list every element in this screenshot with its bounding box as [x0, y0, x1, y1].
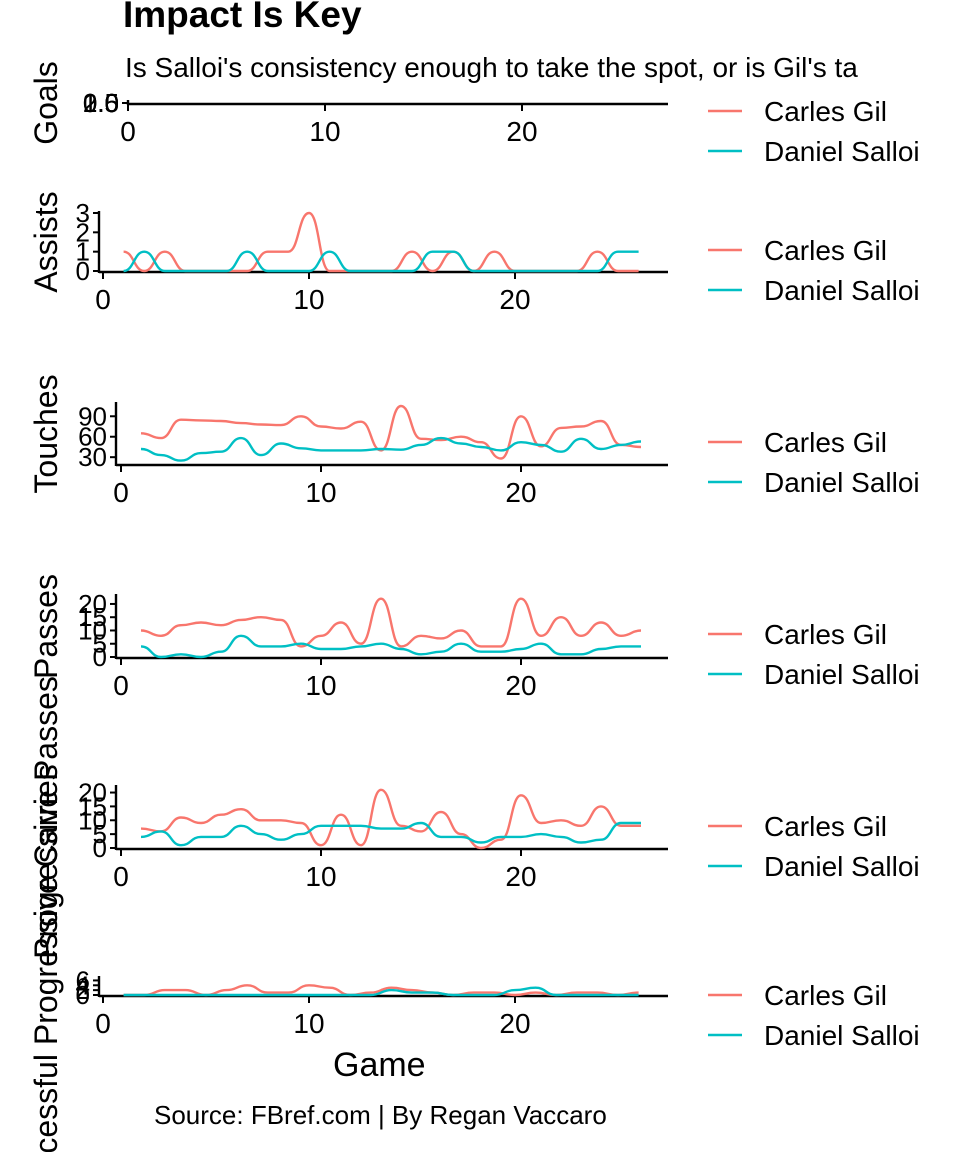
- x-tick-label: 10: [305, 477, 336, 508]
- series-line-daniel-salloi: [140, 821, 641, 847]
- x-tick-label: 0: [120, 116, 136, 147]
- series-line-carles-gil: [140, 404, 642, 460]
- chart-title: Impact Is Key: [123, 0, 362, 35]
- series-line-daniel-salloi: [140, 634, 641, 659]
- x-tick-label: 0: [113, 670, 129, 701]
- x-tick-label: 20: [506, 116, 537, 147]
- x-tick-label: 0: [113, 477, 129, 508]
- y-axis-label: Progressive Passes: [28, 676, 64, 959]
- y-tick-label: 15: [78, 602, 107, 632]
- legend-label: Carles Gil: [764, 811, 887, 842]
- chart-subtitle: Is Salloi's consistency enough to take t…: [125, 52, 858, 83]
- y-tick-label: 15: [78, 791, 107, 821]
- series-line-carles-gil: [140, 597, 642, 648]
- y-tick-label: 20: [78, 589, 107, 619]
- x-tick-label: 20: [499, 284, 530, 315]
- legend-label: Carles Gil: [764, 619, 887, 650]
- y-tick-label: 2: [76, 975, 90, 1005]
- y-tick-label: 10: [78, 615, 107, 645]
- x-tick-label: 20: [505, 670, 536, 701]
- chart-caption: Source: FBref.com | By Regan Vaccaro: [154, 1100, 607, 1130]
- series-line-carles-gil: [140, 788, 642, 850]
- y-tick-label: 5: [93, 629, 107, 659]
- legend-label: Daniel Salloi: [764, 275, 920, 306]
- y-tick-label: 1.5: [83, 88, 119, 118]
- x-tick-label: 10: [293, 1008, 324, 1039]
- x-tick-label: 10: [293, 284, 324, 315]
- y-tick-label: 5: [93, 819, 107, 849]
- y-axis-label: Goals: [28, 61, 64, 145]
- x-tick-label: 10: [305, 670, 336, 701]
- y-axis-label: Successful Progressive Carries: [28, 764, 64, 1152]
- x-tick-label: 20: [499, 1008, 530, 1039]
- y-tick-label: 10: [78, 805, 107, 835]
- series-line-daniel-salloi: [123, 250, 639, 273]
- y-tick-label: 0: [93, 833, 107, 863]
- legend-label: Carles Gil: [764, 980, 887, 1011]
- series-line-daniel-salloi: [140, 436, 642, 462]
- y-axis-label: Passes: [28, 574, 64, 679]
- y-tick-label: 0.5: [83, 88, 119, 118]
- legend-label: Daniel Salloi: [764, 1020, 920, 1051]
- x-tick-label: 0: [95, 1008, 111, 1039]
- y-tick-label: 3: [76, 198, 90, 228]
- x-tick-label: 0: [113, 861, 129, 892]
- legend-label: Daniel Salloi: [764, 851, 920, 882]
- y-tick-label: 0: [76, 256, 90, 286]
- x-tick-label: 20: [505, 861, 536, 892]
- y-tick-label: 1: [76, 237, 90, 267]
- legend-label: Carles Gil: [764, 427, 887, 458]
- x-tick-label: 10: [309, 116, 340, 147]
- series-line-daniel-salloi: [123, 986, 639, 997]
- y-tick-label: 30: [78, 442, 107, 472]
- y-tick-label: 60: [78, 422, 107, 452]
- y-axis-label: Assists: [28, 191, 64, 292]
- series-line-carles-gil: [123, 211, 639, 273]
- legend-label: Carles Gil: [764, 96, 887, 127]
- y-tick-label: 20: [78, 778, 107, 808]
- y-axis-label: Touches: [28, 374, 64, 493]
- legend-label: Daniel Salloi: [764, 659, 920, 690]
- y-tick-label: 4: [76, 970, 90, 1000]
- y-tick-label: 2.0: [83, 88, 119, 118]
- legend-label: Daniel Salloi: [764, 136, 920, 167]
- y-tick-label: 0: [76, 980, 90, 1010]
- legend-label: Carles Gil: [764, 235, 887, 266]
- y-tick-label: 1.0: [83, 88, 119, 118]
- x-tick-label: 20: [505, 477, 536, 508]
- y-tick-label: 0.0: [83, 88, 119, 118]
- y-tick-label: 6: [76, 965, 90, 995]
- legend-label: Daniel Salloi: [764, 467, 920, 498]
- y-tick-label: 0: [93, 642, 107, 672]
- x-axis-label: Game: [333, 1046, 426, 1084]
- x-tick-label: 10: [305, 861, 336, 892]
- y-tick-label: 2: [76, 217, 90, 247]
- x-tick-label: 0: [95, 284, 111, 315]
- y-tick-label: 90: [78, 401, 107, 431]
